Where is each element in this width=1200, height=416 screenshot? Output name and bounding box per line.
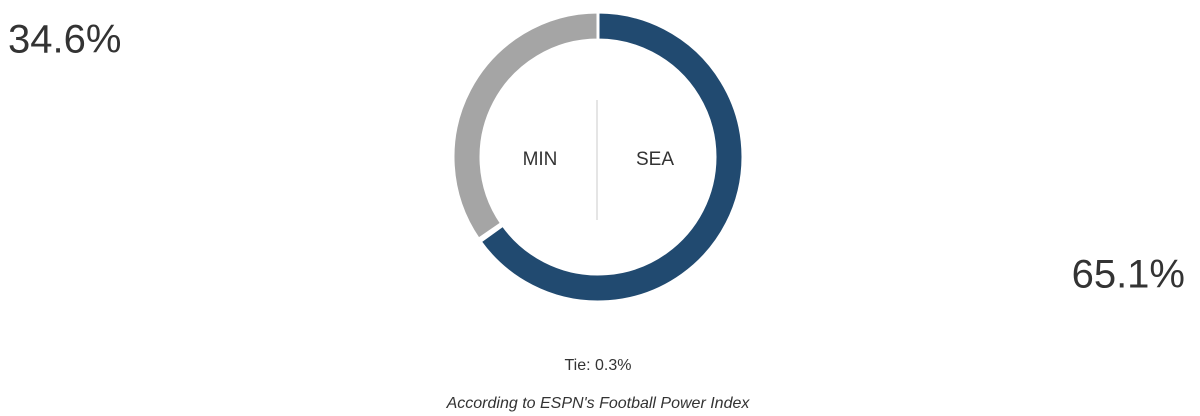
team-label: SEA <box>636 149 674 170</box>
donut-segment <box>478 10 745 304</box>
source-note: According to ESPN's Football Power Index <box>446 395 751 412</box>
value-label: 34.6% <box>8 18 121 62</box>
value-label: 65.1% <box>1072 253 1185 297</box>
tie-label: Tie: 0.3% <box>565 357 632 374</box>
team-label: MIN <box>523 149 558 170</box>
donut-segment <box>451 10 600 242</box>
